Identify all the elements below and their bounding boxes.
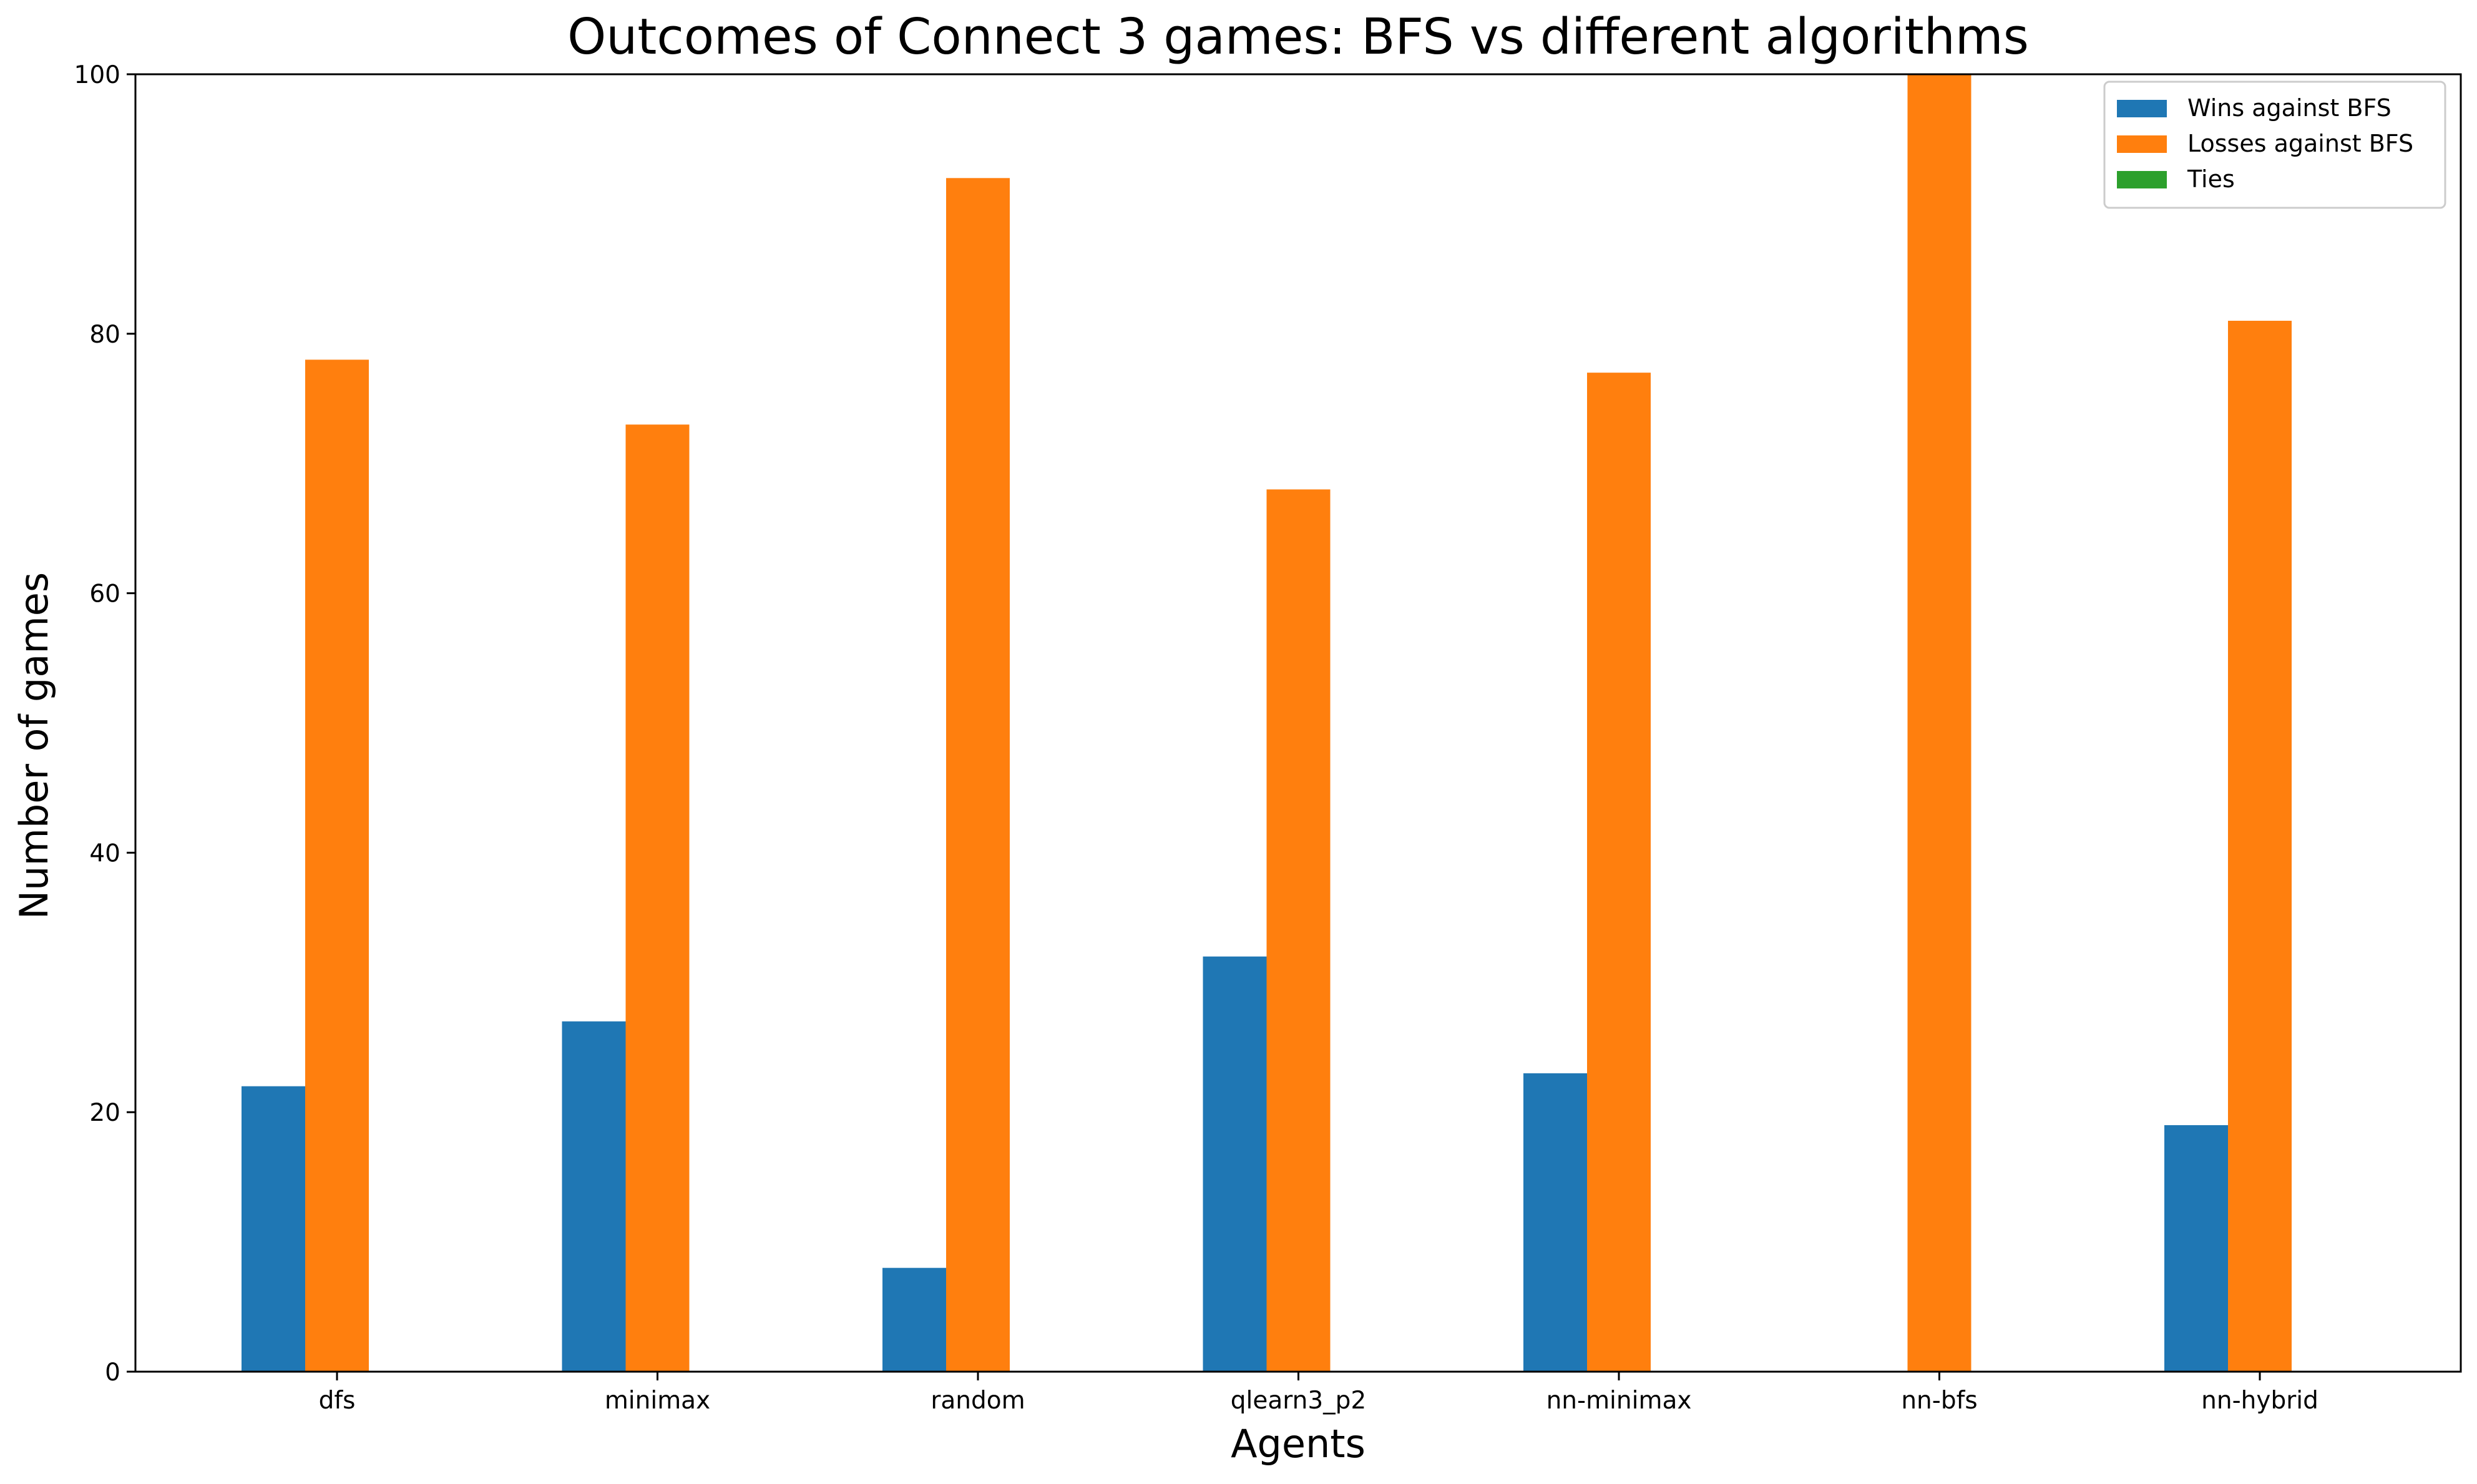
bar-losses-against-bfs-nn-bfs [1907,74,1971,1372]
bars-group [242,74,2292,1372]
bar-losses-against-bfs-nn-minimax [1587,373,1651,1372]
x-tick-label: minimax [605,1387,710,1415]
bar-losses-against-bfs-qlearn3-p2 [1266,489,1331,1372]
y-tick-label: 20 [89,1099,120,1127]
bar-wins-against-bfs-minimax [562,1021,626,1372]
legend-swatch [2117,100,2167,117]
x-axis-title: Agents [1231,1421,1366,1467]
bar-losses-against-bfs-nn-hybrid [2228,321,2292,1372]
bar-losses-against-bfs-minimax [625,424,690,1372]
legend-label: Losses against BFS [2187,130,2413,157]
axes-frame [134,73,2462,1373]
x-tick-label: random [931,1387,1025,1415]
legend-swatch [2117,135,2167,153]
y-ticks: 0 20 40 60 80 100 [74,61,135,1387]
x-tick-label: dfs [319,1387,356,1415]
y-tick-label: 80 [89,321,120,349]
bar-wins-against-bfs-dfs [242,1086,305,1372]
legend-label: Wins against BFS [2187,94,2392,122]
bar-wins-against-bfs-nn-minimax [1523,1073,1587,1372]
legend-box [2103,81,2446,209]
x-tick-label: qlearn3_p2 [1231,1387,1366,1415]
bar-wins-against-bfs-random [882,1267,946,1372]
x-tick-label: nn-bfs [1901,1387,1977,1415]
chart-title: Outcomes of Connect 3 games: BFS vs diff… [567,8,2029,66]
y-tick-label: 0 [105,1359,120,1387]
legend-swatch [2117,171,2167,188]
y-tick-label: 100 [74,61,120,89]
y-axis-title: Number of games [11,572,57,919]
bar-wins-against-bfs-qlearn3-p2 [1203,956,1267,1372]
y-tick-label: 60 [89,580,120,608]
y-tick-label: 40 [89,839,120,867]
x-tick-label: nn-hybrid [2201,1387,2318,1415]
x-tick-label: nn-minimax [1546,1387,1692,1415]
legend-label: Ties [2187,165,2235,193]
x-ticks: dfs minimax random qlearn3_p2 nn-minimax nn-b… [319,1372,2318,1415]
legend: Wins against BFS Losses against BFS Ties [2103,81,2446,209]
bar-losses-against-bfs-dfs [305,359,369,1372]
bar-losses-against-bfs-random [946,178,1010,1372]
bar-wins-against-bfs-nn-hybrid [2164,1125,2228,1372]
